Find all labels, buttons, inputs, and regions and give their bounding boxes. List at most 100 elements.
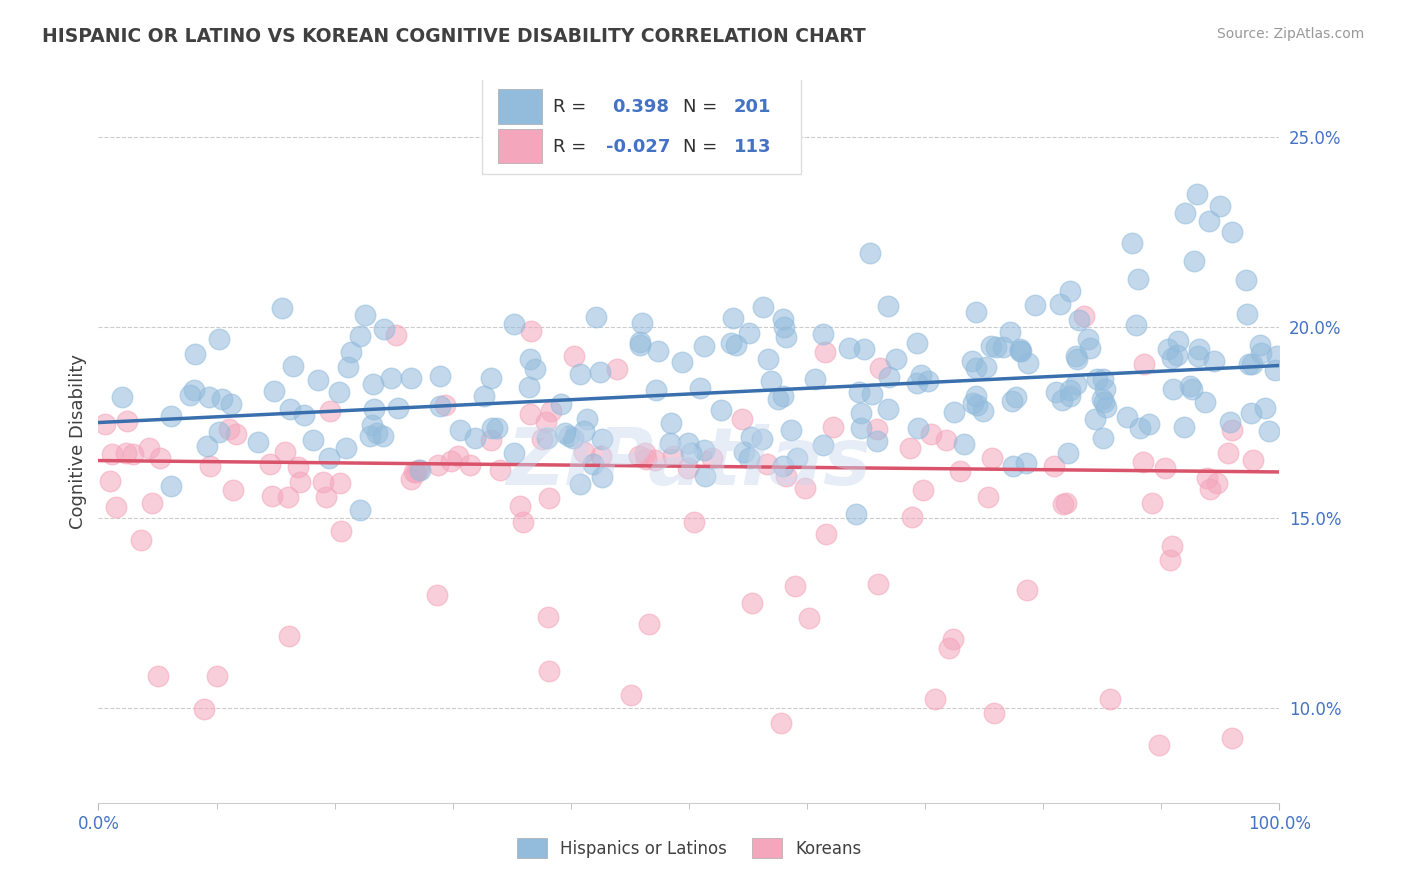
Point (426, 458, 449, 472)
Point (115, 446, 138, 460)
Point (371, 429, 394, 443)
Point (208, 332, 231, 346)
Point (689, 381, 711, 395)
Point (965, 389, 987, 403)
Point (101, 447, 124, 461)
Point (869, 361, 891, 376)
Point (538, 491, 561, 505)
Point (813, 345, 835, 359)
Point (474, 389, 496, 403)
Point (658, 436, 681, 450)
Point (1194, 395, 1216, 409)
Point (991, 339, 1014, 353)
FancyBboxPatch shape (482, 77, 801, 174)
Point (540, 404, 562, 418)
Point (852, 342, 875, 356)
Point (773, 320, 796, 334)
Point (868, 576, 890, 591)
Point (146, 669, 169, 683)
Point (977, 490, 1000, 504)
Text: R =: R = (553, 137, 586, 156)
Point (1253, 401, 1275, 416)
Point (121, 447, 143, 461)
Point (585, 310, 607, 324)
Point (1084, 412, 1107, 426)
Point (631, 316, 654, 330)
Point (205, 669, 228, 683)
Point (574, 445, 596, 459)
Point (1205, 475, 1227, 490)
Point (349, 328, 371, 343)
Point (924, 692, 946, 706)
Point (1250, 346, 1272, 360)
Point (720, 335, 742, 350)
Point (1159, 552, 1181, 566)
Point (738, 451, 761, 466)
Point (1240, 406, 1263, 420)
FancyBboxPatch shape (498, 89, 543, 124)
Point (866, 422, 889, 436)
Point (905, 336, 928, 351)
Point (766, 392, 789, 406)
Point (1066, 376, 1088, 391)
Point (1010, 343, 1032, 358)
Point (1015, 583, 1038, 598)
Point (111, 390, 134, 404)
Point (361, 377, 384, 392)
Point (315, 490, 337, 504)
Point (1017, 356, 1039, 370)
Text: 0.398: 0.398 (612, 98, 669, 116)
Point (1220, 424, 1243, 438)
Point (537, 609, 560, 624)
Point (645, 384, 668, 398)
Point (942, 632, 965, 646)
Point (1050, 392, 1073, 407)
Point (458, 458, 481, 473)
Point (983, 706, 1005, 721)
Point (636, 452, 658, 467)
Point (312, 475, 335, 489)
Point (328, 385, 350, 400)
Point (589, 365, 612, 379)
Point (94, 417, 117, 431)
Point (262, 489, 284, 503)
Point (1174, 206, 1197, 220)
Point (1202, 354, 1225, 368)
Legend: Hispanics or Latinos, Koreans: Hispanics or Latinos, Koreans (508, 830, 870, 867)
Point (693, 469, 716, 483)
Point (550, 397, 572, 411)
Point (1129, 421, 1152, 435)
Point (479, 371, 502, 385)
Point (848, 385, 870, 400)
Point (219, 397, 242, 411)
Point (647, 344, 669, 359)
Point (246, 434, 269, 449)
Point (740, 430, 762, 444)
Point (318, 451, 340, 466)
Point (780, 423, 803, 437)
Point (562, 432, 585, 446)
Point (569, 367, 592, 381)
Point (519, 407, 541, 421)
Point (98, 474, 121, 488)
Point (860, 387, 883, 401)
Point (479, 433, 502, 447)
Point (935, 433, 957, 447)
Point (558, 428, 581, 442)
Point (195, 439, 218, 453)
Point (797, 611, 820, 625)
Point (1059, 284, 1081, 298)
Point (1042, 458, 1064, 473)
Point (811, 438, 834, 452)
Point (998, 325, 1021, 339)
Point (1001, 394, 1024, 409)
Point (1236, 307, 1258, 321)
Point (218, 422, 240, 436)
Point (591, 470, 613, 484)
Point (815, 527, 838, 541)
Point (772, 389, 794, 403)
Text: 113: 113 (734, 137, 772, 156)
Point (502, 318, 524, 332)
Point (972, 403, 994, 417)
Point (1002, 458, 1025, 473)
